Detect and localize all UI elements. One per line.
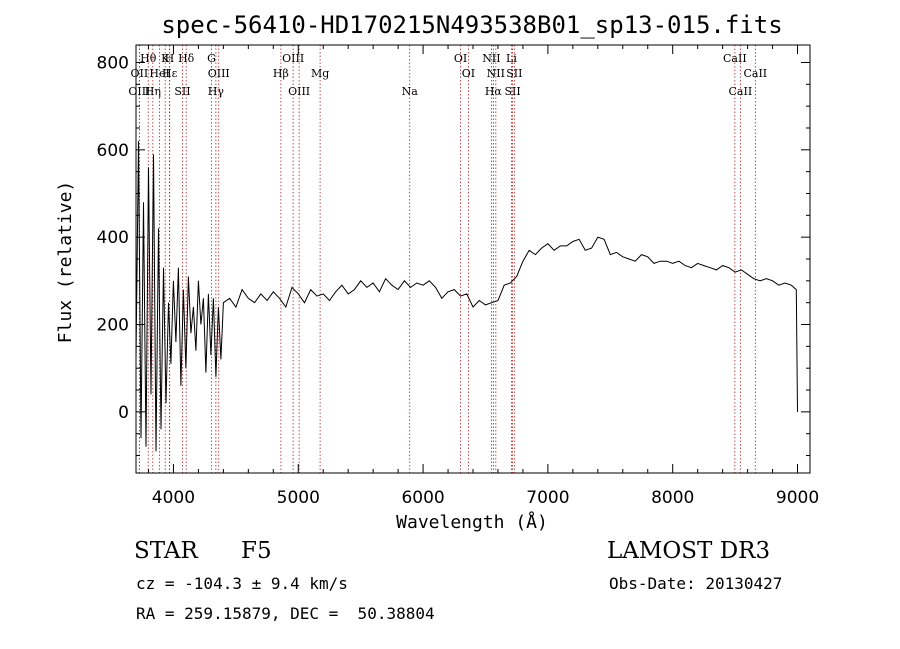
object-class: STAR (134, 538, 198, 564)
spectral-line-label: Li (506, 52, 517, 65)
spectral-line-label: Hβ (273, 67, 289, 80)
spectral-line-label: NII (482, 52, 500, 65)
spectral-line-label: Hδ (178, 52, 195, 65)
plot-frame (135, 44, 811, 474)
x-tick-label: 5000 (277, 488, 320, 508)
spectral-line-label: OIII (128, 85, 150, 98)
redshift-value: cz = -104.3 ± 9.4 km/s (136, 574, 348, 593)
spectral-line-label: Hε (162, 67, 178, 80)
x-tick-label: 7000 (526, 488, 569, 508)
spectral-line-label: OII (131, 67, 149, 80)
chart-title: spec-56410-HD170215N493538B01_sp13-015.f… (161, 11, 782, 39)
spectral-line-label: G (207, 52, 216, 65)
x-tick-label: 9000 (776, 488, 819, 508)
spectral-line-markers (138, 45, 756, 473)
spectral-line-label: Hα (485, 85, 503, 98)
spectral-line-label: OIII (288, 85, 310, 98)
spectral-line-label: OIII (282, 52, 304, 65)
x-axis-ticks: 4000 5000 6000 7000 8000 9000 (147, 45, 819, 508)
y-tick-label: 200 (97, 316, 129, 336)
spectral-line-label: SII (504, 85, 520, 98)
x-tick-label: 6000 (401, 488, 444, 508)
spectral-line-label: CaII (729, 85, 753, 98)
spectral-line-label: CaII (723, 52, 747, 65)
spectral-line-label: Hθ (140, 52, 157, 65)
x-tick-label: 8000 (651, 488, 694, 508)
spectral-line-label: Hη (145, 85, 161, 98)
spectral-line-label: Hγ (208, 85, 225, 98)
x-tick-label: 4000 (152, 488, 195, 508)
y-axis-label: Flux (relative) (55, 181, 76, 344)
spectrum-line (135, 141, 798, 452)
object-subclass: F5 (241, 538, 272, 564)
y-tick-label: 0 (118, 403, 129, 423)
coordinates: RA = 259.15879, DEC = 50.38804 (136, 604, 435, 623)
observation-date: Obs-Date: 20130427 (609, 574, 783, 593)
y-tick-label: 600 (97, 141, 129, 161)
spectral-line-label: Na (402, 85, 419, 98)
survey-name: LAMOST DR3 (607, 538, 771, 564)
spectral-line-label: H (165, 52, 175, 65)
spectral-line-label: OI (454, 52, 467, 65)
spectral-line-label: SII (174, 85, 190, 98)
spectral-line-label: NII (487, 67, 505, 80)
y-tick-label: 800 (97, 53, 129, 73)
spectral-line-label: SII (506, 67, 522, 80)
spectral-line-label: Mg (311, 67, 329, 80)
spectral-line-label: OIII (208, 67, 230, 80)
spectral-line-label: HeI (149, 67, 169, 80)
spectral-line-label: K (161, 52, 170, 65)
spectral-line-label: OI (462, 67, 475, 80)
spectral-line-label: CaII (743, 67, 767, 80)
y-axis-ticks: 0 200 400 600 800 (97, 53, 810, 457)
y-tick-label: 400 (97, 228, 129, 248)
x-axis-label: Wavelength (Å) (396, 511, 548, 533)
